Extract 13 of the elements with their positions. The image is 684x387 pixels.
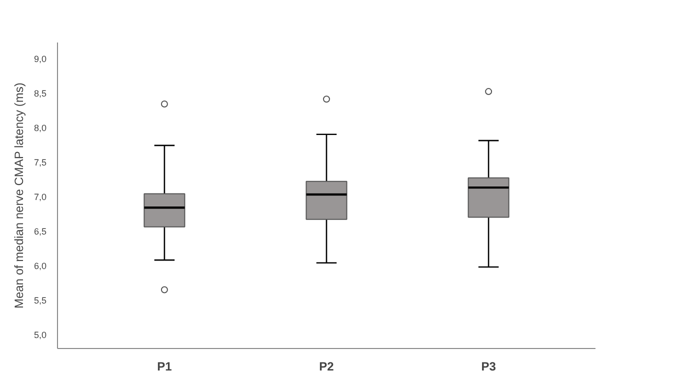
y-axis-title: Mean of median nerve CMAP latency (ms)	[12, 82, 26, 309]
x-tick-label: P3	[481, 360, 496, 374]
y-tick-label: 9,0	[34, 54, 47, 64]
y-tick-label: 5,5	[34, 296, 47, 306]
y-tick-label: 5,0	[34, 330, 47, 340]
x-tick-label: P1	[157, 360, 172, 374]
y-tick-label: 8,5	[34, 88, 47, 98]
x-tick-label: P2	[319, 360, 334, 374]
y-tick-label: 8,0	[34, 122, 47, 133]
y-tick-label: 7,0	[34, 192, 47, 202]
y-tick-label: 7,5	[34, 158, 47, 168]
y-tick-label: 6,5	[34, 226, 47, 237]
y-tick-label: 6,0	[34, 261, 47, 272]
